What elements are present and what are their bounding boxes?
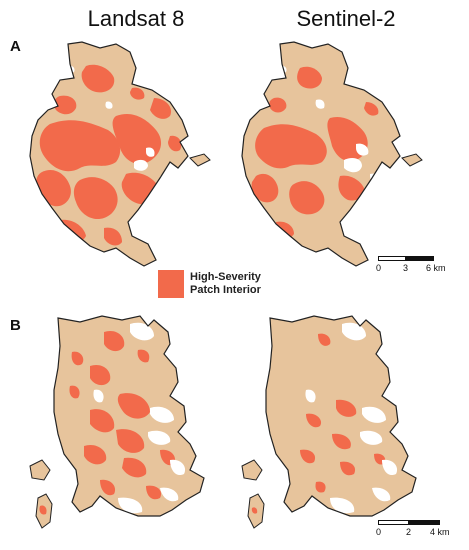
map-a-landsat8	[29, 41, 211, 267]
scalebar-a: 0 3 6 km	[376, 256, 446, 276]
map-a-sentinel2	[241, 41, 423, 267]
scalebar-a-tick-3: 3	[403, 263, 409, 273]
legend-label: High-Severity Patch Interior	[190, 271, 261, 296]
islet-b1-patch	[39, 505, 47, 515]
legend-label-line1: High-Severity	[190, 271, 261, 283]
map-b-sentinel2	[241, 315, 417, 529]
high-severity-patches-b2	[300, 333, 386, 493]
legend-label-line2: Patch Interior	[190, 283, 261, 296]
unburned-patches-b1	[93, 322, 186, 514]
column-title-sentinel2: Sentinel-2	[296, 6, 396, 31]
scalebar-b-tick-0: 0	[376, 527, 382, 537]
column-title-landsat8: Landsat 8	[87, 6, 185, 31]
high-severity-patches-b1	[69, 330, 176, 500]
islet-a2	[401, 153, 423, 167]
scalebar-b: 0 2 4 km	[376, 520, 450, 540]
scalebar-b-segment-white	[378, 520, 409, 525]
panel-label-b: B	[10, 317, 21, 334]
burn-area-b2	[266, 316, 416, 516]
islet-b2-patch	[251, 507, 258, 514]
scalebar-a-tick-0: 0	[376, 263, 382, 273]
map-b-landsat8	[29, 315, 205, 529]
panel-label-a: A	[10, 38, 21, 55]
scalebar-b-tick-4: 4 km	[430, 527, 450, 537]
scalebar-a-segment-black	[406, 256, 434, 261]
islet-b1-west	[29, 459, 51, 481]
scalebar-b-tick-2: 2	[406, 527, 412, 537]
scalebar-a-segment-white	[378, 256, 406, 261]
scalebar-b-segment-black	[409, 520, 440, 525]
unburned-patches-b2	[305, 322, 398, 514]
legend-swatch-high-severity	[158, 270, 184, 298]
islet-a1	[189, 153, 211, 167]
islet-b2-west	[241, 459, 263, 481]
scalebar-a-tick-6: 6 km	[426, 263, 446, 273]
